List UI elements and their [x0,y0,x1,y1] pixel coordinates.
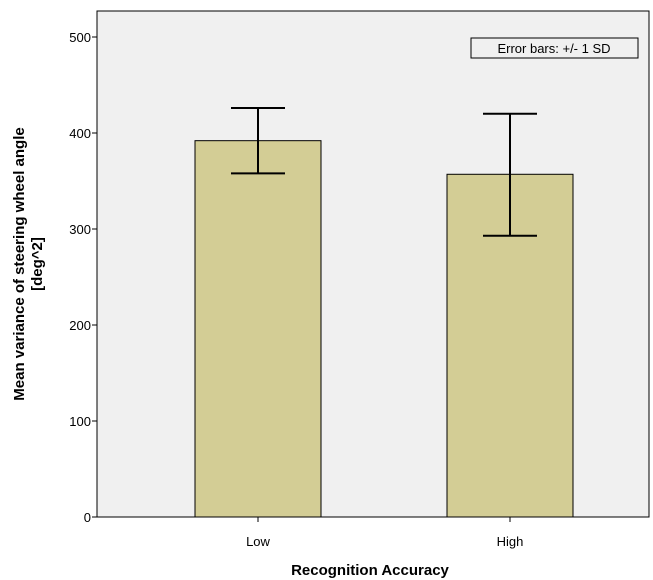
y-tick-label-300: 300 [69,222,91,237]
bar-low [194,140,322,518]
error-bar-note-box [470,37,639,59]
y-tick-label-200: 200 [69,318,91,333]
x-axis: Low High [246,517,523,549]
y-tick-label-400: 400 [69,126,91,141]
y-tick-label-100: 100 [69,414,91,429]
error-bar-note: Error bars: +/- 1 SD [470,37,639,59]
y-tick-label-0: 0 [84,510,91,525]
y-tick-label-500: 500 [69,30,91,45]
x-tick-label-low: Low [246,534,270,549]
x-axis-title: Recognition Accuracy [291,562,449,579]
y-axis-title-line-2: [deg^2] [29,237,46,291]
error-bar-note-text: Error bars: +/- 1 SD [497,41,610,56]
y-axis-title: Mean variance of steering wheel angle [d… [11,127,46,400]
error-bars [231,107,537,237]
bars [194,140,574,518]
x-tick-label-high: High [497,534,524,549]
y-axis-title-line-1: Mean variance of steering wheel angle [11,127,28,400]
y-axis: 0 100 200 300 400 500 [69,30,97,525]
